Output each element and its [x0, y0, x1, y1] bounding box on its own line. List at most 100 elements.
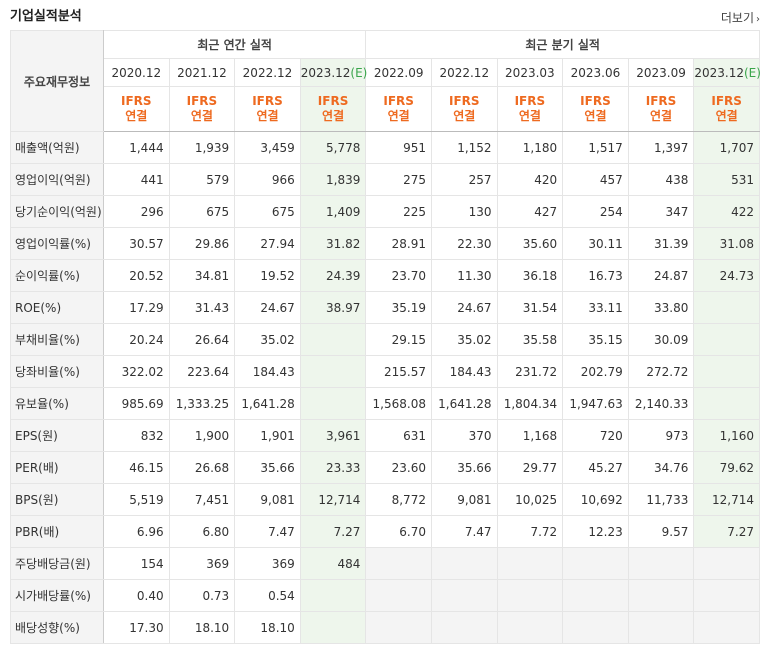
estimate-marker: (E): [743, 65, 761, 80]
table-cell: 7.72: [496, 515, 564, 548]
table-cell: [693, 579, 760, 612]
table-cell: 296: [103, 195, 170, 228]
table-cell: [627, 611, 695, 644]
ifrs-standard: IFRS: [580, 94, 611, 108]
period-label: 2020.12: [111, 65, 162, 80]
table-cell: [430, 547, 498, 580]
table-cell: 20.24: [103, 323, 170, 356]
row-label: PBR(배): [10, 515, 104, 548]
table-row: 주당배당금(원) 154 369 369 484: [10, 547, 760, 580]
table-cell: 16.73: [562, 259, 629, 292]
table-cell: 12.23: [562, 515, 629, 548]
table-cell: 215.57: [365, 355, 432, 388]
table-cell: [693, 611, 760, 644]
table-cell: 6.96: [103, 515, 170, 548]
table-body: 매출액(억원) 1,444 1,939 3,459 5,778 951 1,152 1,180…: [10, 131, 760, 644]
more-link[interactable]: 더보기 ›: [721, 9, 760, 26]
ifrs-consolidated: 연결: [256, 109, 279, 123]
table-cell: 1,900: [168, 419, 236, 452]
table-cell: 23.33: [299, 451, 367, 484]
table-row: 영업이익(억원) 441 579 966 1,839 275 257 420 457 438 531: [10, 163, 760, 196]
table-cell: 1,939: [168, 131, 236, 164]
table-cell: [365, 579, 432, 612]
period-header: 2023.06: [562, 58, 629, 87]
table-cell: 1,152: [430, 131, 498, 164]
table-cell: 184.43: [234, 355, 301, 388]
table-cell: 26.64: [168, 323, 236, 356]
period-label: 2023.03: [505, 65, 555, 80]
table-cell: 420: [496, 163, 564, 196]
table-cell: 19.52: [234, 259, 301, 292]
ifrs-consolidated: 연결: [453, 109, 476, 123]
table-cell: 29.15: [365, 323, 432, 356]
table-cell: 24.67: [430, 291, 498, 324]
row-label: 부채비율(%): [10, 323, 104, 356]
row-label: 순이익률(%): [10, 259, 104, 292]
table-cell: 631: [365, 419, 432, 452]
table-cell: 1,641.28: [430, 387, 498, 420]
period-header: 2023.09: [627, 58, 695, 87]
table-cell: 1,180: [496, 131, 564, 164]
period-label: 2023.09: [636, 65, 686, 80]
ifrs-consolidated: 연결: [584, 109, 607, 123]
table-cell: 11.30: [430, 259, 498, 292]
period-header: 2022.09: [365, 58, 432, 87]
ifrs-label: IFRS 연결: [103, 86, 170, 132]
financial-table: 주요재무정보 최근 연간 실적 최근 분기 실적 2020.12 2021.12 2…: [10, 30, 761, 644]
table-cell: 0.54: [234, 579, 301, 612]
table-cell: 7.27: [299, 515, 367, 548]
table-cell: 202.79: [562, 355, 629, 388]
table-cell: 23.70: [365, 259, 432, 292]
table-cell: 24.39: [299, 259, 367, 292]
table-cell: 6.70: [365, 515, 432, 548]
table-cell: 1,947.63: [562, 387, 629, 420]
table-cell: 24.67: [234, 291, 301, 324]
table-cell: 1,444: [103, 131, 170, 164]
table-row: BPS(원) 5,519 7,451 9,081 12,714 8,772 9,081 10,…: [10, 483, 760, 516]
table-cell: 31.39: [627, 227, 695, 260]
table-cell: 29.77: [496, 451, 564, 484]
row-label: 당좌비율(%): [10, 355, 104, 388]
ifrs-header-row: IFRS 연결 IFRS 연결 IFRS 연결 IFRS 연결 IFRS 연결 IFRS 연결 IFRS…: [11, 86, 760, 132]
ifrs-label: IFRS 연결: [430, 86, 498, 132]
table-cell: 985.69: [103, 387, 170, 420]
table-cell: 12,714: [693, 483, 760, 516]
table-cell: 1,409: [299, 195, 367, 228]
table-cell: 322.02: [103, 355, 170, 388]
period-header-row: 2020.12 2021.12 2022.12 2023.12(E) 2022.09 20…: [11, 58, 761, 87]
table-cell: 3,961: [299, 419, 367, 452]
table-cell: [430, 611, 498, 644]
table-cell: [365, 611, 432, 644]
table-cell: 272.72: [627, 355, 695, 388]
table-cell: [299, 355, 367, 388]
ifrs-standard: IFRS: [448, 94, 480, 108]
period-header: 2022.12: [234, 58, 301, 87]
row-label: 당기순이익(억원): [10, 195, 104, 228]
table-cell: 1,641.28: [234, 387, 301, 420]
table-cell: 27.94: [234, 227, 301, 260]
table-row: 배당성향(%) 17.30 18.10 18.10: [10, 611, 760, 644]
table-cell: [299, 387, 367, 420]
table-cell: 35.66: [234, 451, 301, 484]
table-cell: 23.60: [365, 451, 432, 484]
period-header: 2023.12(E): [693, 58, 761, 87]
chevron-right-icon: ›: [756, 14, 760, 25]
table-cell: [299, 579, 367, 612]
table-row: 부채비율(%) 20.24 26.64 35.02 29.15 35.02 35.58 35.…: [10, 323, 760, 356]
row-label: 영업이익(억원): [10, 163, 104, 196]
table-cell: 369: [234, 547, 301, 580]
table-cell: 7.27: [693, 515, 760, 548]
ifrs-label: IFRS 연결: [562, 86, 629, 132]
table-row: 시가배당률(%) 0.40 0.73 0.54: [10, 579, 760, 612]
table-cell: 35.58: [496, 323, 564, 356]
table-cell: 8,772: [365, 483, 432, 516]
table-cell: [365, 547, 432, 580]
ifrs-standard: IFRS: [514, 94, 546, 108]
table-row: 순이익률(%) 20.52 34.81 19.52 24.39 23.70 11.30 36.…: [10, 259, 760, 292]
table-cell: 38.97: [299, 291, 367, 324]
table-cell: [496, 611, 564, 644]
table-cell: 35.19: [365, 291, 432, 324]
table-cell: 579: [168, 163, 236, 196]
table-cell: 35.02: [430, 323, 498, 356]
estimate-marker: (E): [350, 65, 368, 80]
